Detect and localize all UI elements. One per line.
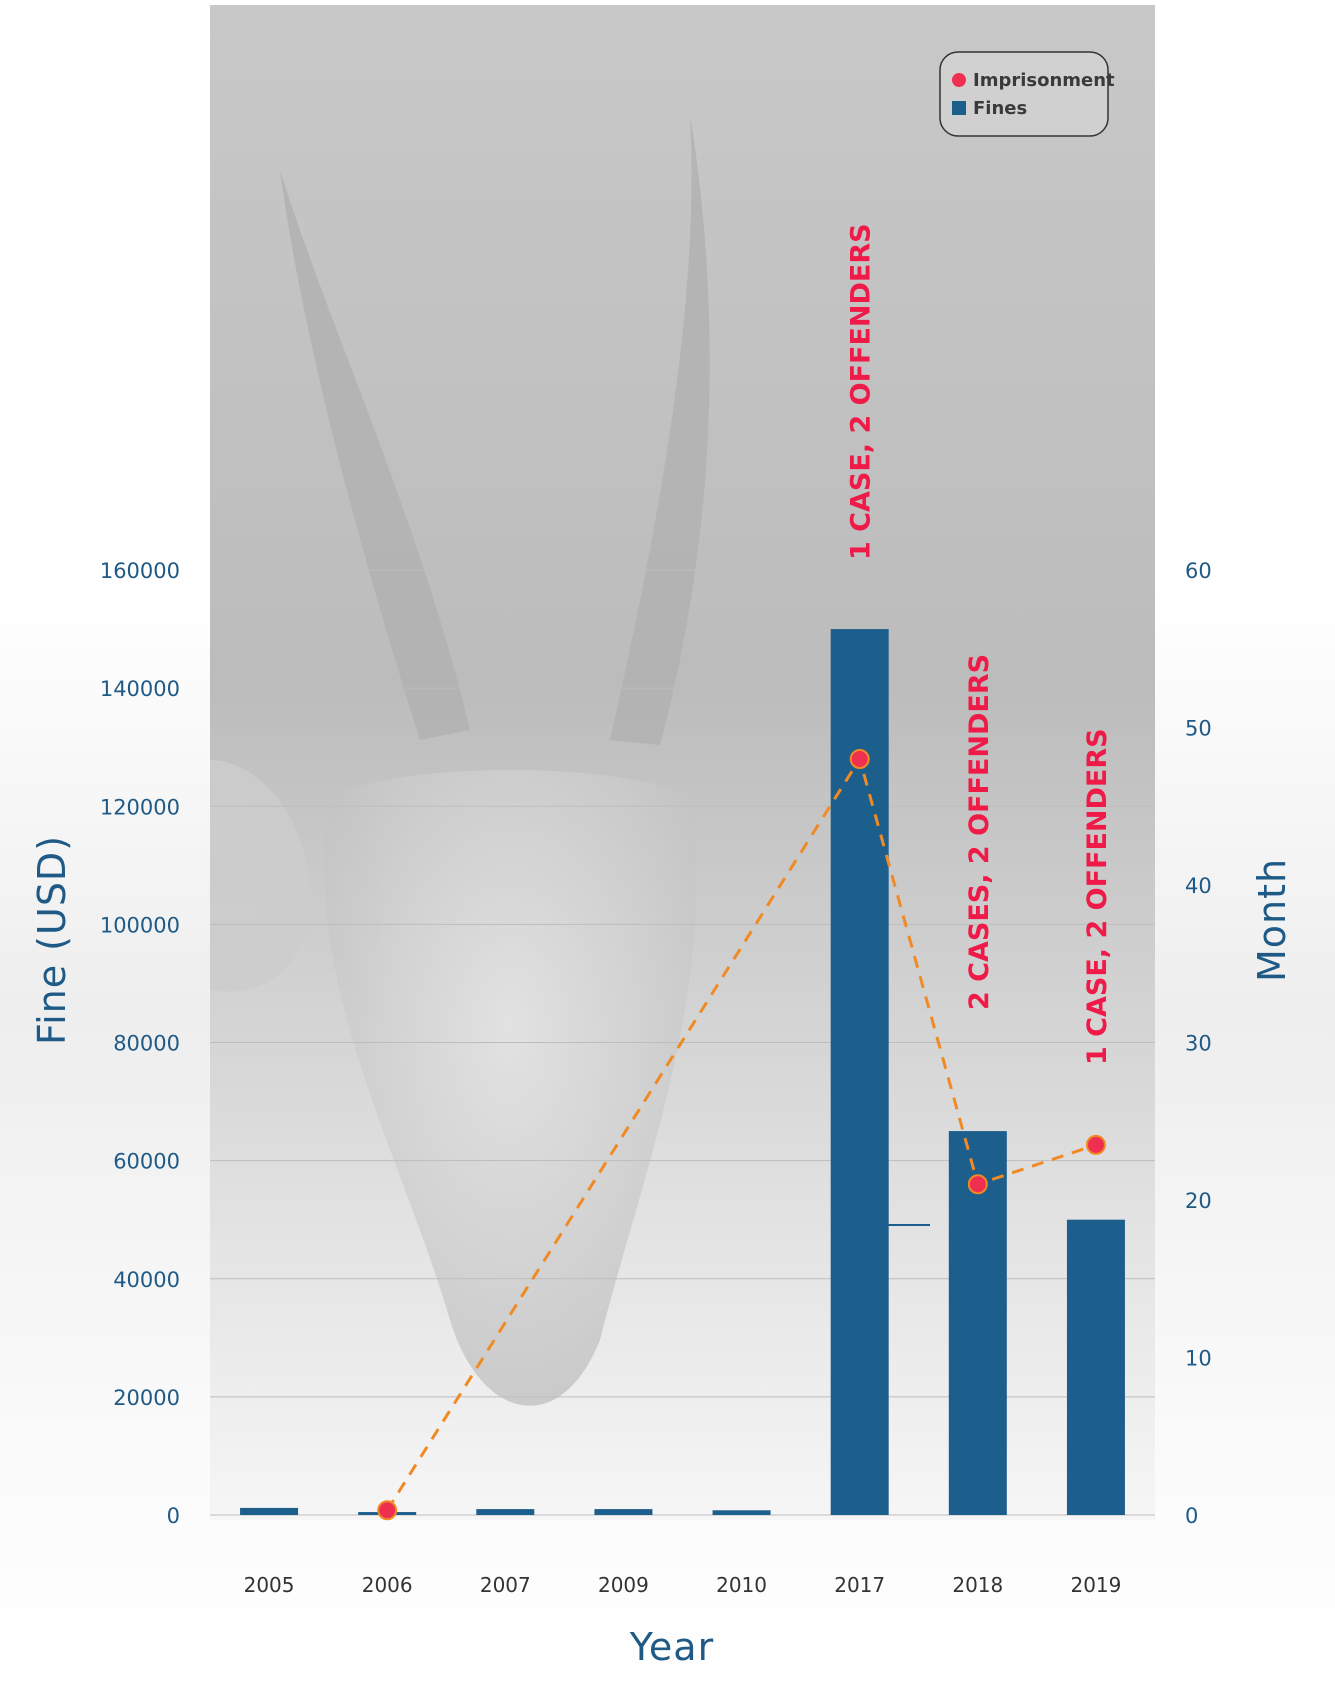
- fines-bar-2010: [712, 1510, 771, 1515]
- left-tick-80000: 80000: [113, 1032, 180, 1056]
- legend-box: [939, 51, 1109, 137]
- legend-fines-label: Fines: [973, 98, 1027, 119]
- plot-background-photo: [210, 5, 1155, 1520]
- y-axis-title-left: Fine (USD): [30, 835, 74, 1045]
- x-tick-2009: 2009: [598, 1573, 649, 1597]
- legend-imprisonment-label: Imprisonment: [973, 70, 1115, 91]
- left-tick-120000: 120000: [100, 795, 180, 819]
- y-axis-title-right: Month: [1250, 858, 1294, 982]
- annotation-2018: 2 CASES, 2 OFFENDERS: [964, 654, 995, 1010]
- right-tick-40: 40: [1185, 874, 1212, 898]
- left-tick-40000: 40000: [113, 1268, 180, 1292]
- legend-fines-swatch: [952, 101, 966, 115]
- legend: Imprisonment Fines: [939, 51, 1115, 137]
- imprisonment-point-2017: [849, 749, 870, 769]
- fines-bar-2018: [948, 1131, 1007, 1515]
- x-axis-ticks: 2005 2006 2007 2009 2010 2017 2018 2019: [244, 1573, 1122, 1597]
- left-tick-160000: 160000: [100, 559, 180, 583]
- x-tick-2010: 2010: [716, 1573, 767, 1597]
- left-tick-0: 0: [167, 1504, 180, 1528]
- left-tick-60000: 60000: [113, 1150, 180, 1174]
- annotation-2019: 1 CASE, 2 OFFENDERS: [1082, 728, 1113, 1065]
- imprisonment-polyline: [385, 755, 1097, 1512]
- imprisonment-point-2019: [1085, 1134, 1106, 1155]
- left-tick-140000: 140000: [100, 677, 180, 701]
- right-tick-30: 30: [1185, 1032, 1212, 1056]
- imprisonment-point-2006: [377, 1500, 398, 1521]
- antelope-right-horn: [610, 115, 710, 745]
- right-tick-10: 10: [1185, 1347, 1212, 1371]
- x-tick-2006: 2006: [362, 1573, 413, 1597]
- left-tick-20000: 20000: [113, 1386, 180, 1410]
- fines-bar-2019: [1066, 1219, 1125, 1515]
- x-axis-title: Year: [629, 1625, 714, 1669]
- imprisonment-point-2018: [967, 1174, 988, 1195]
- imprisonment-markers: [377, 749, 1106, 1521]
- fines-bar-2005: [240, 1507, 299, 1515]
- fines-bar-2007: [476, 1509, 535, 1515]
- case-annotations: 1 CASE, 2 OFFENDERS 2 CASES, 2 OFFENDERS 1…: [846, 223, 1113, 1065]
- hand-silhouette: [210, 760, 310, 992]
- imprisonment-line: [385, 755, 1097, 1512]
- right-tick-20: 20: [1185, 1189, 1212, 1213]
- legend-imprisonment-marker: [952, 73, 966, 87]
- annotation-2017: 1 CASE, 2 OFFENDERS: [846, 223, 877, 560]
- fines-bars: [240, 629, 1125, 1515]
- antelope-head: [324, 770, 697, 1406]
- right-axis-ticks: 0 10 20 30 40 50 60: [1185, 559, 1212, 1528]
- x-tick-2018: 2018: [952, 1573, 1003, 1597]
- x-tick-2005: 2005: [244, 1573, 295, 1597]
- fines-bar-2009: [594, 1509, 653, 1515]
- x-tick-2019: 2019: [1070, 1573, 1121, 1597]
- x-tick-2017: 2017: [834, 1573, 885, 1597]
- right-tick-60: 60: [1185, 559, 1212, 583]
- right-tick-50: 50: [1185, 717, 1212, 741]
- photo-antelope-illustration: [210, 115, 710, 1406]
- antelope-left-horn: [280, 170, 470, 740]
- right-tick-0: 0: [1185, 1504, 1198, 1528]
- fines-bar-2017: [830, 629, 889, 1515]
- left-axis-ticks: 0 20000 40000 60000 80000 100000 120000 140000 1…: [100, 559, 180, 1528]
- left-tick-100000: 100000: [100, 913, 180, 937]
- x-tick-2007: 2007: [480, 1573, 531, 1597]
